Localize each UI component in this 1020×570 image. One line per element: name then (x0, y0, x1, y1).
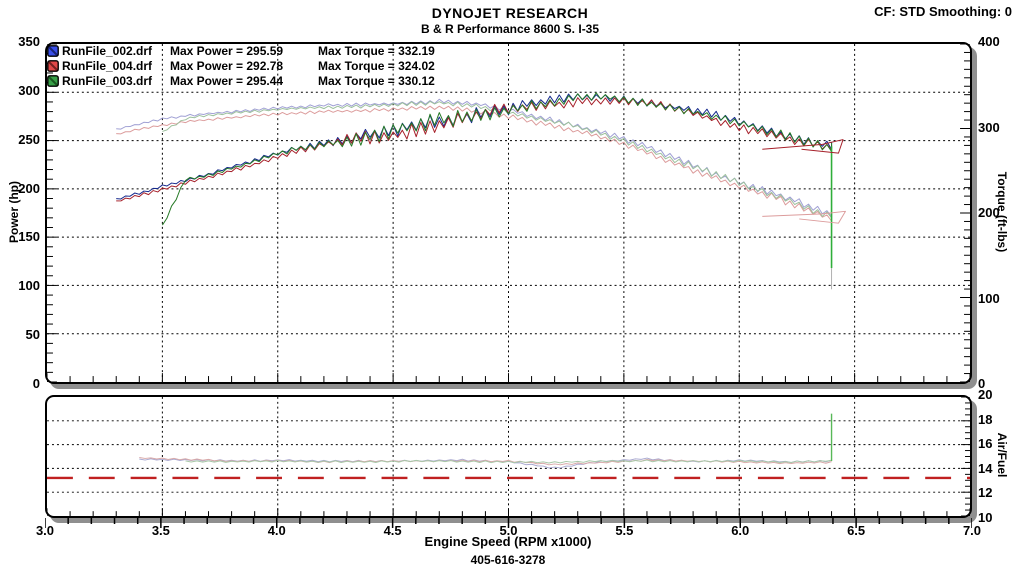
phone-number: 405-616-3278 (470, 553, 546, 567)
legend-run-file: RunFile_002.drf (62, 44, 153, 58)
airfuel-tick-label: 14 (978, 460, 993, 476)
power-tick-label: 250 (18, 131, 40, 147)
rpm-tick-label: 6.5 (847, 523, 866, 538)
airfuel-tick-label: 18 (978, 411, 993, 427)
legend-row-run003: RunFile_003.drf Max Power = 295.44 Max T… (47, 74, 477, 89)
legend-max-power: Max Power = 295.59 (170, 44, 284, 58)
airfuel-tick-label: 20 (978, 387, 993, 402)
rpm-tick-label: 6.0 (731, 523, 750, 538)
rpm-axis-title: Engine Speed (RPM x1000) (424, 534, 592, 549)
power-tick-label: 50 (25, 327, 40, 343)
legend-run-file: RunFile_004.drf (62, 59, 153, 73)
legend-row-run002: RunFile_002.drf Max Power = 295.59 Max T… (47, 44, 477, 59)
power-tick-label: 0 (32, 376, 40, 391)
power-tick-label: 100 (18, 278, 40, 294)
power-torque-plot-panel (45, 42, 972, 384)
correction-smoothing-label: CF: STD Smoothing: 0 (874, 4, 1012, 19)
torque-tick-label: 300 (978, 119, 1000, 135)
airfuel-plot-panel (45, 395, 972, 518)
rpm-tick-label: 3.0 (35, 523, 55, 538)
airfuel-plot (47, 397, 970, 516)
legend-max-torque: Max Torque = 330.12 (318, 74, 435, 88)
power-tick-label: 200 (18, 180, 40, 196)
page-title: DYNOJET RESEARCH (431, 5, 589, 21)
rpm-tick-label: 7.0 (962, 523, 982, 538)
legend-row-run004: RunFile_004.drf Max Power = 292.78 Max T… (47, 59, 477, 74)
legend-run-file: RunFile_003.drf (62, 74, 153, 88)
run-file-icon (47, 60, 59, 72)
legend-max-power: Max Power = 292.78 (170, 59, 284, 73)
legend-max-torque: Max Torque = 332.19 (318, 44, 435, 58)
torque-tick-label: 200 (978, 205, 1000, 220)
legend-max-torque: Max Torque = 324.02 (318, 59, 435, 73)
rpm-tick-label: 3.5 (151, 523, 170, 538)
airfuel-tick-label: 10 (978, 510, 993, 525)
airfuel-tick-label: 16 (978, 436, 993, 452)
power-tick-label: 150 (18, 229, 40, 245)
run-file-icon (47, 75, 59, 87)
airfuel-tick-label: 12 (978, 485, 993, 501)
power-torque-plot (47, 44, 970, 382)
rpm-axis-tick-strip (45, 518, 972, 528)
torque-tick-label: 100 (978, 290, 1000, 306)
run-file-icon (47, 45, 59, 57)
run-legend: RunFile_002.drf Max Power = 295.59 Max T… (47, 44, 477, 89)
rpm-tick-label: 5.5 (615, 523, 634, 538)
rpm-tick-label: 5.0 (499, 523, 518, 538)
power-tick-label: 300 (18, 82, 40, 98)
power-tick-label: 350 (18, 34, 40, 49)
rpm-tick-label: 4.5 (383, 523, 402, 538)
torque-tick-label: 0 (978, 376, 986, 391)
shop-subtitle: B & R Performance 8600 S. I-35 (420, 22, 600, 36)
torque-tick-label: 400 (978, 34, 1000, 49)
legend-max-power: Max Power = 295.44 (170, 74, 284, 88)
rpm-tick-label: 4.0 (267, 523, 286, 538)
